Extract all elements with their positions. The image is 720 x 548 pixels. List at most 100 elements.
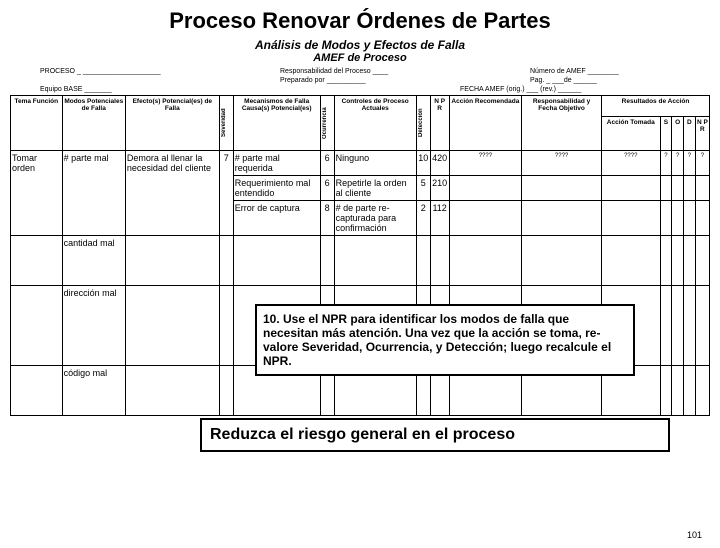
meta-row-2: Preparado por __________ Pag. _ ___de __… [0, 77, 720, 86]
cell-empty [695, 236, 709, 286]
meta-row-3: Equipo BASE _______ FECHA AMEF (orig.) _… [0, 86, 720, 95]
subtitle2: AMEF de Proceso [0, 52, 720, 64]
cell-empty [449, 236, 522, 286]
hdr-resp: Responsabilidad y Fecha Objetivo [522, 96, 602, 151]
meta-fecha: FECHA AMEF (orig.) ___ (rev.) ______ [460, 86, 680, 93]
cell-n: ? [695, 151, 709, 176]
hdr-deteccion: Detección [416, 96, 430, 151]
hdr-controles: Controles de Proceso Actuales [334, 96, 416, 151]
cell-sev: 7 [219, 151, 233, 176]
cell-func [11, 201, 63, 236]
cell-empty [125, 236, 219, 286]
meta-preparado: Preparado por __________ [240, 77, 530, 84]
cell-empty [660, 286, 672, 366]
cell-func [11, 286, 63, 366]
meta-row-1: PROCESO _ ____________________ Responsab… [0, 68, 720, 77]
cell-occ: 8 [320, 201, 334, 236]
hdr-n: N P R [695, 117, 709, 151]
cell-empty [672, 236, 684, 286]
page-number: 101 [687, 530, 702, 540]
cell-empty [522, 236, 602, 286]
cell-acc [449, 176, 522, 201]
cell-func [11, 366, 63, 416]
cell-tom [601, 176, 660, 201]
cell-empty [684, 366, 696, 416]
cell-tom [601, 201, 660, 236]
cell-empty [660, 366, 672, 416]
cell-o: ? [672, 151, 684, 176]
cell-n [695, 201, 709, 236]
cell-d [684, 176, 696, 201]
cell-empty [125, 366, 219, 416]
cell-mec: # parte mal requerida [233, 151, 320, 176]
cell-efecto [125, 176, 219, 201]
cell-modo: dirección mal [62, 286, 125, 366]
cell-mec: Error de captura [233, 201, 320, 236]
cell-efecto: Demora al llenar la necesidad del client… [125, 151, 219, 176]
header-row-1: Tema Función Modos Potenciales de Falla … [11, 96, 710, 117]
cell-d [684, 201, 696, 236]
meta-pag: Pag. _ ___de ______ [530, 77, 680, 84]
hdr-s: S [660, 117, 672, 151]
cell-mec: Requerimiento mal entendido [233, 176, 320, 201]
table-row: Error de captura8# de parte re-capturada… [11, 201, 710, 236]
cell-modo: código mal [62, 366, 125, 416]
hdr-mecanismos: Mecanismos de Falla Causa(s) Potencial(e… [233, 96, 320, 151]
cell-empty [334, 236, 416, 286]
cell-det: 2 [416, 201, 430, 236]
cell-d: ? [684, 151, 696, 176]
hdr-severidad: Severidad [219, 96, 233, 151]
cell-func [11, 176, 63, 201]
meta-respons: Responsabilidad del Proceso ____ [240, 68, 530, 75]
page-title: Proceso Renovar Órdenes de Partes [0, 8, 720, 34]
cell-acc [449, 201, 522, 236]
cell-occ: 6 [320, 176, 334, 201]
cell-empty [695, 286, 709, 366]
callout-reduce: Reduzca el riesgo general en el proceso [200, 418, 670, 452]
hdr-npr: N P R [430, 96, 449, 151]
hdr-funcion: Tema Función [11, 96, 63, 151]
cell-empty [219, 366, 233, 416]
cell-sev [219, 176, 233, 201]
hdr-d: D [684, 117, 696, 151]
cell-occ: 6 [320, 151, 334, 176]
cell-acc: ???? [449, 151, 522, 176]
cell-det: 5 [416, 176, 430, 201]
cell-tom: ???? [601, 151, 660, 176]
meta-proceso: PROCESO _ ____________________ [40, 68, 240, 75]
cell-empty [125, 286, 219, 366]
cell-empty [695, 366, 709, 416]
cell-o [672, 201, 684, 236]
hdr-efectos: Efecto(s) Potencial(es) de Falla [125, 96, 219, 151]
hdr-accion: Acción Recomendada [449, 96, 522, 151]
cell-modo [62, 176, 125, 201]
cell-o [672, 176, 684, 201]
table-row: cantidad mal [11, 236, 710, 286]
cell-empty [430, 236, 449, 286]
cell-resp: ???? [522, 151, 602, 176]
cell-ctrl: Ninguno [334, 151, 416, 176]
cell-sev [219, 201, 233, 236]
hdr-tomada: Acción Tomada [601, 117, 660, 151]
cell-modo: cantidad mal [62, 236, 125, 286]
cell-npr: 420 [430, 151, 449, 176]
cell-empty [601, 236, 660, 286]
cell-resp [522, 176, 602, 201]
cell-ctrl: Repetirle la orden al cliente [334, 176, 416, 201]
cell-empty [219, 236, 233, 286]
cell-empty [660, 236, 672, 286]
table-row: Tomar orden# parte malDemora al llenar l… [11, 151, 710, 176]
hdr-modos: Modos Potenciales de Falla [62, 96, 125, 151]
cell-det: 10 [416, 151, 430, 176]
hdr-ocurrencia: Ocurrencia [320, 96, 334, 151]
cell-modo [62, 201, 125, 236]
cell-empty [416, 236, 430, 286]
callout-npr: 10. Use el NPR para identificar los modo… [255, 304, 635, 376]
subtitle: Análisis de Modos y Efectos de Falla [0, 38, 720, 52]
table-row: Requerimiento mal entendido6Repetirle la… [11, 176, 710, 201]
cell-empty [684, 236, 696, 286]
cell-ctrl: # de parte re-capturada para confirmació… [334, 201, 416, 236]
hdr-o: O [672, 117, 684, 151]
cell-empty [320, 236, 334, 286]
cell-empty [684, 286, 696, 366]
